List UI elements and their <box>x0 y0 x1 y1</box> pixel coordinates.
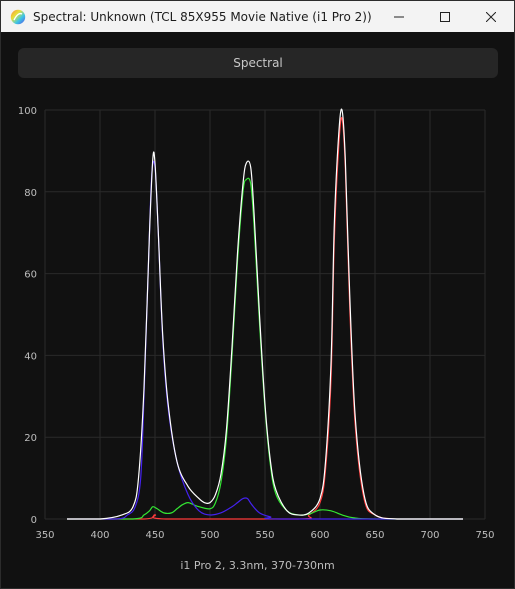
minimize-button[interactable] <box>376 1 422 32</box>
chart-caption: i1 Pro 2, 3.3nm, 370-730nm <box>180 559 335 572</box>
y-tick-label: 0 <box>31 515 37 526</box>
close-icon <box>486 11 496 22</box>
maximize-button[interactable] <box>422 1 468 32</box>
x-tick-label: 450 <box>145 530 164 541</box>
maximize-icon <box>440 11 450 22</box>
x-tick-label: 600 <box>310 530 329 541</box>
y-tick-label: 20 <box>24 433 37 444</box>
spectral-chart: 350 400 450 500 550 600 650 700 750 0 20 40 60 80 100 <box>18 106 495 541</box>
minimize-icon <box>394 16 404 17</box>
window-controls <box>376 1 514 32</box>
chart-series <box>66 108 463 520</box>
chart-tick-labels: 350 400 450 500 550 600 650 700 750 0 20 40 60 80 100 <box>18 106 495 541</box>
x-tick-label: 550 <box>255 530 274 541</box>
x-tick-label: 400 <box>90 530 109 541</box>
y-tick-label: 40 <box>24 351 37 362</box>
tab-spectral-label: Spectral <box>233 56 283 70</box>
series-line-0 <box>66 108 463 520</box>
x-tick-label: 500 <box>200 530 219 541</box>
x-tick-label: 350 <box>35 530 54 541</box>
title-bar[interactable]: Spectral: Unknown (TCL 85X955 Movie Nati… <box>1 1 514 32</box>
x-tick-label: 750 <box>475 530 494 541</box>
window-title: Spectral: Unknown (TCL 85X955 Movie Nati… <box>33 9 372 24</box>
y-tick-label: 80 <box>24 188 37 199</box>
y-tick-label: 100 <box>18 106 37 117</box>
close-button[interactable] <box>468 1 514 32</box>
tab-spectral[interactable]: Spectral <box>18 48 498 78</box>
x-tick-label: 700 <box>420 530 439 541</box>
y-tick-label: 60 <box>24 270 37 281</box>
x-tick-label: 650 <box>365 530 384 541</box>
chart-grid <box>44 109 486 520</box>
app-logo-icon <box>10 9 26 25</box>
